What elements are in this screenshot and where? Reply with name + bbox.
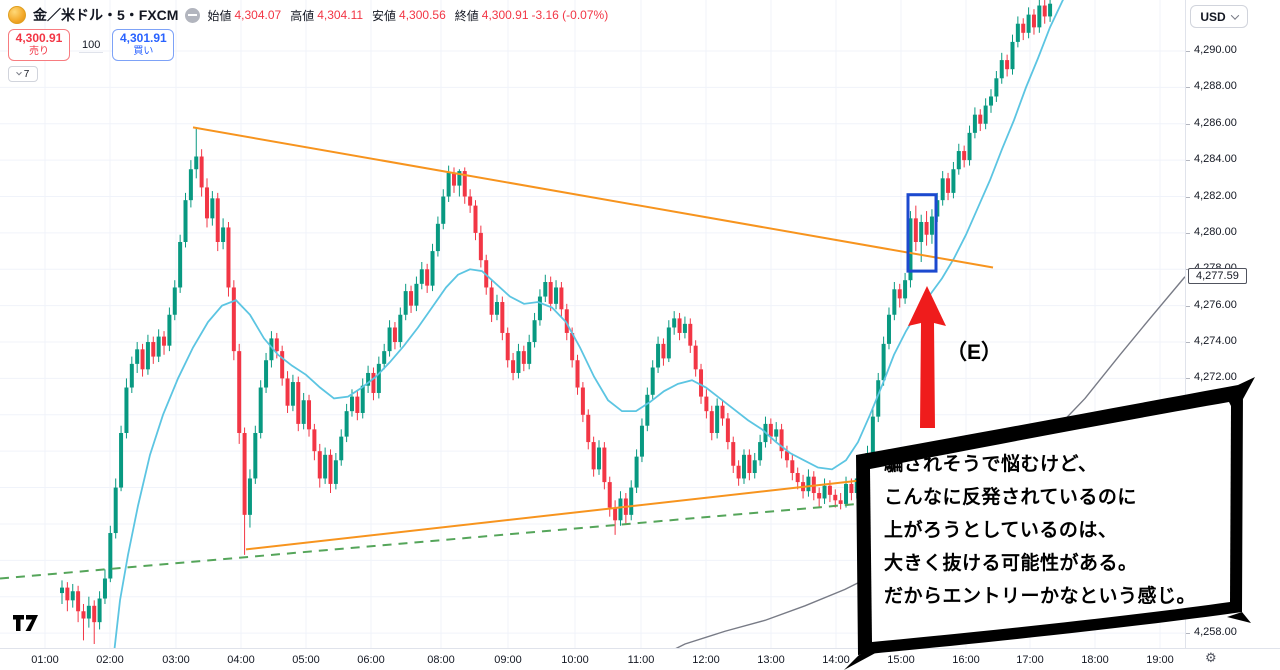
price-axis-label: 4,286.00 <box>1186 117 1237 129</box>
close-value: 4,300.91 <box>481 8 529 22</box>
low-label: 安値 <box>372 8 397 23</box>
bubble-line: だからエントリーかなという感じ。 <box>884 586 1197 607</box>
trade-widget: 4,300.91 売り 100 4,301.91 買い <box>8 29 175 61</box>
high-value: 4,304.11 <box>317 8 364 22</box>
time-axis-label: 16:00 <box>952 654 980 666</box>
price-axis-label: 4,272.00 <box>1186 371 1237 383</box>
bubble-text: 騙されそうで悩むけど、 こんなに反発されているのに 上がろうとしているのは、 大… <box>884 448 1224 613</box>
high-label: 高値 <box>290 8 315 23</box>
time-axis-label: 13:00 <box>757 654 785 666</box>
time-axis-label: 12:00 <box>692 654 720 666</box>
time-axis-label: 10:00 <box>561 654 589 666</box>
time-axis-label: 04:00 <box>227 654 255 666</box>
bubble-line: 大きく抜ける可能性がある。 <box>884 553 1138 574</box>
time-axis-label: 19:00 <box>1146 654 1174 666</box>
time-axis-label: 01:00 <box>31 654 59 666</box>
entry-point-label: （E） <box>946 341 1003 364</box>
chevron-down-icon <box>15 69 22 76</box>
bubble-curl-bottom-right <box>1227 612 1251 623</box>
up-arrow-annotation[interactable] <box>908 286 946 428</box>
close-label: 終値 <box>454 8 479 23</box>
time-axis-label: 02:00 <box>96 654 124 666</box>
low-value: 4,300.56 <box>399 8 446 22</box>
price-axis-label: 4,284.00 <box>1186 153 1237 165</box>
sell-button[interactable]: 4,300.91 売り <box>8 29 70 61</box>
indicator-count: 7 <box>23 68 30 80</box>
change-value: -3.16 (-0.07%) <box>531 8 609 22</box>
speech-bubble <box>844 377 1255 670</box>
ma-value-price-label: 4,277.59 <box>1188 268 1247 284</box>
ohlc-readout: 始値 4,304.07 高値 4,304.11 安値 4,300.56 終値 4… <box>207 7 608 24</box>
chevron-down-icon <box>1230 10 1239 20</box>
time-axis-label: 05:00 <box>292 654 320 666</box>
price-axis-label: 4,282.00 <box>1186 190 1237 202</box>
price-axis-label: 4,290.00 <box>1186 44 1237 56</box>
currency-selector[interactable]: USD <box>1190 5 1248 28</box>
sell-label: 売り <box>29 46 49 58</box>
bubble-curl-bottom-left <box>844 650 881 670</box>
time-axis-label: 09:00 <box>494 654 522 666</box>
price-axis-label: 4,258.00 <box>1186 626 1237 638</box>
open-label: 始値 <box>207 8 232 23</box>
price-axis-label: 4,288.00 <box>1186 80 1237 92</box>
time-axis-label: 03:00 <box>162 654 190 666</box>
bubble-curl-top-right <box>1238 377 1255 399</box>
bubble-line: こんなに反発されているのに <box>884 487 1137 508</box>
currency-value: USD <box>1200 9 1226 24</box>
buy-button[interactable]: 4,301.91 買い <box>112 29 175 61</box>
buy-price: 4,301.91 <box>120 31 167 46</box>
sell-price: 4,300.91 <box>15 31 63 46</box>
symbol-title[interactable]: 金／米ドル・5・FXCM <box>33 7 179 23</box>
time-axis-label: 18:00 <box>1081 654 1109 666</box>
time-axis-label: 15:00 <box>887 654 915 666</box>
quantity-field[interactable]: 100 <box>79 38 104 53</box>
tradingview-logo[interactable] <box>12 614 39 632</box>
symbol-header: 金／米ドル・5・FXCM 始値 4,304.07 高値 4,304.11 安値 … <box>8 5 608 25</box>
indicators-collapse-button[interactable]: 7 <box>8 66 38 82</box>
price-axis-label: 4,274.00 <box>1186 335 1237 347</box>
time-axis-label: 17:00 <box>1016 654 1044 666</box>
time-axis[interactable]: 01:00 02:00 03:00 04:00 05:00 06:00 08:00 09:00… <box>0 648 1280 670</box>
time-axis-label: 08:00 <box>427 654 455 666</box>
open-value: 4,304.07 <box>234 8 282 22</box>
buy-label: 買い <box>133 46 154 58</box>
bubble-line: 上がろうとしているのは、 <box>884 520 1118 541</box>
price-axis-label: 4,280.00 <box>1186 226 1237 238</box>
time-axis-label: 11:00 <box>627 654 655 666</box>
collapse-legend-icon[interactable] <box>185 7 201 23</box>
gold-symbol-icon <box>8 6 26 24</box>
time-axis-label: 06:00 <box>357 654 385 666</box>
axis-settings-gear-icon[interactable]: ⚙ <box>1205 651 1217 666</box>
bubble-line: 騙されそうで悩むけど、 <box>884 454 1098 475</box>
price-axis-label: 4,276.00 <box>1186 299 1237 311</box>
time-axis-label: 14:00 <box>822 654 850 666</box>
